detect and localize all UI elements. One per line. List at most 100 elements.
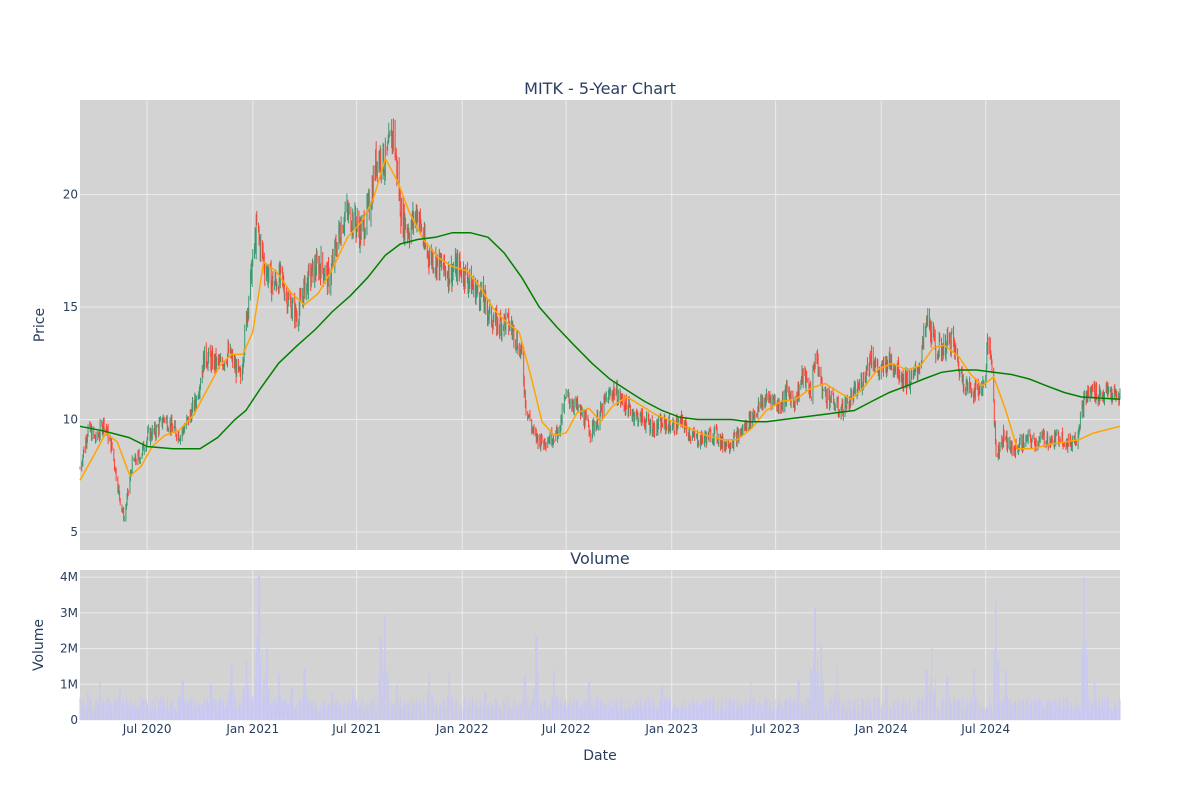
volume-bar	[287, 705, 289, 720]
volume-bar	[527, 696, 529, 720]
volume-bar	[330, 705, 332, 720]
volume-bar	[127, 704, 129, 720]
volume-bar	[492, 702, 494, 720]
volume-bar	[589, 682, 591, 720]
volume-bar	[906, 704, 908, 720]
volume-bar	[448, 671, 450, 720]
volume-bar	[304, 668, 306, 720]
volume-bar	[97, 703, 99, 720]
volume-bar	[978, 710, 980, 720]
volume-bar	[897, 710, 899, 720]
volume-bar	[1114, 708, 1116, 720]
volume-bar	[737, 711, 739, 720]
volume-bar	[399, 705, 401, 720]
volume-bar	[548, 706, 550, 720]
volume-bar	[200, 712, 202, 720]
volume-bar	[897, 700, 899, 720]
volume-bar	[474, 712, 476, 720]
volume-bar	[817, 671, 819, 720]
volume-bar	[651, 706, 653, 720]
volume-bar	[196, 700, 198, 720]
volume-bar	[327, 704, 329, 720]
volume-bar	[1101, 698, 1103, 720]
volume-bar	[131, 702, 133, 720]
volume-bar	[643, 706, 645, 720]
volume-bar	[629, 701, 631, 720]
volume-bar	[150, 705, 152, 720]
volume-bar	[624, 708, 626, 720]
volume-bar	[295, 702, 297, 720]
volume-bar	[433, 700, 435, 720]
volume-bar	[1046, 700, 1048, 720]
volume-bar	[733, 709, 735, 720]
volume-bar	[584, 710, 586, 720]
volume-bar	[905, 711, 907, 720]
volume-bar	[615, 701, 617, 720]
volume-bar	[745, 698, 747, 720]
volume-bar	[617, 709, 619, 720]
price-y-axis-title: Price	[32, 308, 48, 342]
volume-bar	[406, 702, 408, 720]
volume-bar	[316, 710, 318, 720]
volume-bar	[872, 707, 874, 720]
volume-bar	[1067, 701, 1069, 720]
volume-bar	[1037, 699, 1039, 720]
volume-bar	[238, 706, 240, 720]
volume-bar	[982, 706, 984, 720]
volume-bar	[154, 704, 156, 720]
volume-bar	[762, 703, 764, 720]
volume-bar	[371, 703, 373, 720]
volume-bar	[953, 699, 955, 720]
volume-y-tick-label: 0	[70, 713, 78, 727]
volume-bar	[1108, 698, 1110, 720]
volume-bar	[491, 705, 493, 720]
volume-bar	[260, 659, 262, 720]
volume-bar	[726, 709, 728, 720]
volume-bar	[508, 707, 510, 720]
volume-bar	[414, 703, 416, 720]
volume-bar	[1063, 697, 1065, 720]
volume-bar	[919, 697, 921, 720]
volume-bar	[292, 701, 294, 720]
volume-bar	[901, 699, 903, 720]
volume-bar	[479, 699, 481, 720]
volume-bar	[359, 705, 361, 720]
volume-bar	[262, 701, 264, 720]
volume-bar	[911, 712, 913, 720]
volume-bar	[198, 705, 200, 720]
volume-bar	[548, 710, 550, 720]
volume-bar	[422, 701, 424, 720]
ma-short-line	[79, 156, 1121, 481]
volume-bar	[1002, 699, 1004, 720]
volume-bar	[367, 709, 369, 720]
volume-bar	[347, 703, 349, 720]
volume-bar	[720, 710, 722, 720]
volume-bar	[565, 707, 567, 720]
volume-y-tick-label: 3M	[60, 606, 78, 620]
volume-bar	[580, 706, 582, 720]
volume-bar	[109, 702, 111, 720]
volume-bar	[547, 709, 549, 720]
volume-bar	[271, 701, 273, 720]
volume-bar	[557, 698, 559, 720]
volume-bar	[601, 701, 603, 720]
volume-bar	[507, 696, 509, 720]
volume-bar	[733, 699, 735, 720]
volume-bar	[259, 575, 261, 720]
volume-bar	[290, 687, 292, 720]
volume-bar	[282, 699, 284, 720]
volume-bar	[208, 701, 210, 720]
volume-bar	[627, 710, 629, 720]
volume-bar	[825, 703, 827, 720]
volume-bar	[577, 703, 579, 720]
volume-bar	[945, 702, 947, 720]
volume-bar	[307, 704, 309, 720]
volume-bar	[336, 699, 338, 720]
volume-bar	[228, 692, 230, 720]
volume-bar	[559, 703, 561, 720]
volume-bar	[869, 699, 871, 720]
volume-bar	[1069, 709, 1071, 720]
volume-bar	[166, 696, 168, 720]
volume-bar	[1023, 698, 1025, 720]
